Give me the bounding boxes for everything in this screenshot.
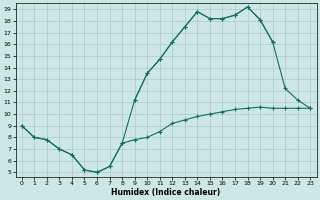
X-axis label: Humidex (Indice chaleur): Humidex (Indice chaleur)	[111, 188, 221, 197]
